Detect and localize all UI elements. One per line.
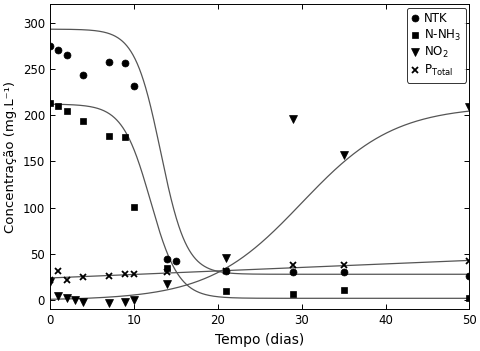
NO$_2$ bbox=[466, 105, 471, 109]
N-NH$_3$ bbox=[466, 296, 471, 300]
X-axis label: Tempo (dias): Tempo (dias) bbox=[215, 333, 304, 347]
NTK bbox=[63, 53, 69, 57]
P$_\mathregular{Total}$ bbox=[340, 263, 346, 267]
P$_\mathregular{Total}$ bbox=[106, 274, 111, 278]
NTK bbox=[122, 61, 128, 66]
NTK bbox=[55, 48, 61, 53]
P$_\mathregular{Total}$ bbox=[47, 278, 53, 282]
Line: P$_\mathregular{Total}$: P$_\mathregular{Total}$ bbox=[46, 258, 472, 283]
Line: NTK: NTK bbox=[46, 42, 472, 280]
Legend: NTK, N-NH$_3$, NO$_2$, P$_\mathregular{Total}$: NTK, N-NH$_3$, NO$_2$, P$_\mathregular{T… bbox=[406, 8, 465, 82]
N-NH$_3$ bbox=[122, 135, 128, 139]
Line: N-NH$_3$: N-NH$_3$ bbox=[46, 100, 472, 302]
N-NH$_3$ bbox=[63, 108, 69, 113]
P$_\mathregular{Total}$ bbox=[131, 272, 136, 276]
P$_\mathregular{Total}$ bbox=[80, 275, 86, 279]
NTK bbox=[47, 44, 53, 48]
P$_\mathregular{Total}$ bbox=[466, 259, 471, 263]
P$_\mathregular{Total}$ bbox=[290, 263, 296, 267]
P$_\mathregular{Total}$ bbox=[164, 270, 170, 274]
P$_\mathregular{Total}$ bbox=[223, 269, 228, 273]
NTK bbox=[172, 259, 178, 263]
NTK bbox=[164, 257, 170, 261]
NO$_2$ bbox=[63, 296, 69, 300]
NO$_2$ bbox=[164, 282, 170, 286]
NO$_2$ bbox=[106, 301, 111, 305]
NTK bbox=[131, 84, 136, 88]
NO$_2$ bbox=[131, 298, 136, 302]
NTK bbox=[106, 60, 111, 65]
NO$_2$ bbox=[80, 300, 86, 304]
N-NH$_3$ bbox=[340, 288, 346, 292]
N-NH$_3$ bbox=[80, 119, 86, 123]
P$_\mathregular{Total}$ bbox=[63, 278, 69, 282]
N-NH$_3$ bbox=[131, 205, 136, 209]
P$_\mathregular{Total}$ bbox=[55, 269, 61, 273]
Line: NO$_2$: NO$_2$ bbox=[46, 103, 472, 307]
NTK bbox=[290, 270, 296, 274]
N-NH$_3$ bbox=[106, 133, 111, 138]
NO$_2$ bbox=[340, 153, 346, 157]
NO$_2$ bbox=[122, 300, 128, 304]
NO$_2$ bbox=[290, 117, 296, 121]
P$_\mathregular{Total}$ bbox=[122, 272, 128, 276]
NO$_2$ bbox=[47, 279, 53, 284]
NTK bbox=[466, 274, 471, 278]
NO$_2$ bbox=[72, 298, 78, 302]
NTK bbox=[340, 270, 346, 274]
NTK bbox=[80, 73, 86, 78]
NTK bbox=[223, 269, 228, 273]
N-NH$_3$ bbox=[47, 101, 53, 105]
N-NH$_3$ bbox=[290, 292, 296, 296]
Y-axis label: Concentração (mg.L⁻¹): Concentração (mg.L⁻¹) bbox=[4, 81, 17, 233]
N-NH$_3$ bbox=[164, 266, 170, 270]
NO$_2$ bbox=[223, 256, 228, 260]
NO$_2$ bbox=[55, 293, 61, 298]
N-NH$_3$ bbox=[55, 104, 61, 108]
N-NH$_3$ bbox=[223, 289, 228, 293]
